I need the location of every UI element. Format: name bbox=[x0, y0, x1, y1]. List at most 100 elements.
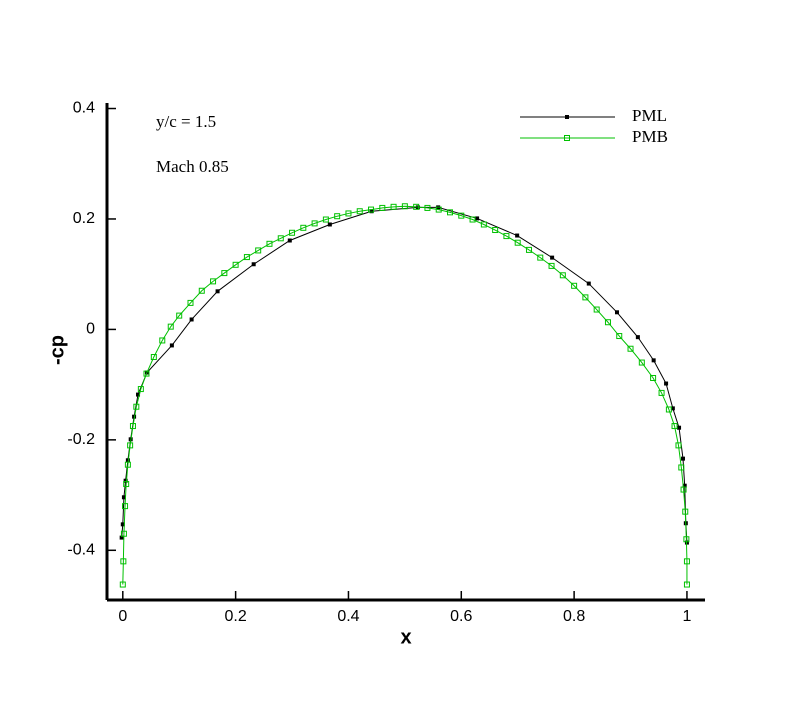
marker bbox=[503, 233, 510, 240]
marker bbox=[614, 310, 619, 315]
marker bbox=[680, 486, 687, 493]
marker bbox=[132, 414, 137, 419]
marker bbox=[243, 254, 250, 261]
marker bbox=[525, 246, 532, 253]
marker bbox=[266, 240, 273, 247]
marker bbox=[334, 213, 341, 220]
x-tick-label: 0.4 bbox=[337, 608, 359, 625]
marker bbox=[559, 272, 566, 279]
marker bbox=[368, 206, 375, 213]
marker bbox=[401, 203, 408, 210]
x-tick-label: 1 bbox=[682, 608, 691, 625]
marker bbox=[671, 423, 678, 430]
x-tick-label: 0.8 bbox=[563, 608, 585, 625]
marker bbox=[678, 464, 685, 471]
marker bbox=[638, 359, 645, 366]
marker bbox=[120, 522, 125, 527]
marker bbox=[550, 255, 555, 260]
marker bbox=[287, 238, 292, 243]
marker bbox=[167, 323, 174, 330]
marker bbox=[665, 406, 672, 413]
marker bbox=[658, 389, 665, 396]
marker bbox=[189, 317, 194, 322]
marker bbox=[129, 423, 136, 430]
marker bbox=[150, 354, 157, 361]
marker bbox=[413, 203, 420, 210]
legend-marker bbox=[564, 135, 570, 141]
marker bbox=[435, 206, 442, 213]
marker bbox=[664, 381, 669, 386]
marker bbox=[515, 233, 520, 238]
marker bbox=[322, 216, 329, 223]
marker bbox=[683, 558, 690, 565]
marker bbox=[251, 262, 256, 267]
marker bbox=[137, 386, 144, 393]
marker bbox=[122, 503, 129, 510]
marker bbox=[582, 294, 589, 301]
y-tick-label: -0.2 bbox=[67, 431, 95, 448]
annotation: Mach 0.85 bbox=[156, 157, 229, 176]
marker bbox=[675, 442, 682, 449]
marker bbox=[176, 312, 183, 319]
marker bbox=[635, 335, 640, 340]
legend-label: PML bbox=[632, 106, 667, 125]
marker bbox=[469, 216, 476, 223]
marker bbox=[424, 204, 431, 211]
marker bbox=[255, 247, 262, 254]
marker bbox=[232, 261, 239, 268]
marker bbox=[327, 222, 332, 227]
y-tick-label: 0.4 bbox=[73, 100, 95, 117]
marker bbox=[390, 203, 397, 210]
marker bbox=[345, 210, 352, 217]
y-tick-label: -0.4 bbox=[67, 542, 95, 559]
marker bbox=[119, 535, 124, 540]
marker bbox=[616, 333, 623, 340]
marker bbox=[683, 581, 690, 588]
marker bbox=[458, 212, 465, 219]
marker bbox=[311, 220, 318, 227]
marker bbox=[198, 287, 205, 294]
legend-label: PMB bbox=[632, 127, 668, 146]
marker bbox=[136, 392, 141, 397]
marker bbox=[356, 208, 363, 215]
marker bbox=[548, 262, 555, 269]
marker bbox=[215, 289, 220, 294]
marker bbox=[651, 358, 656, 363]
marker bbox=[123, 481, 130, 488]
marker bbox=[677, 425, 682, 430]
marker bbox=[120, 530, 127, 537]
marker bbox=[133, 403, 140, 410]
series-line bbox=[122, 205, 688, 585]
marker bbox=[121, 495, 126, 500]
marker bbox=[143, 370, 150, 377]
y-axis-title: -cp bbox=[46, 335, 68, 365]
marker bbox=[682, 508, 689, 515]
marker bbox=[447, 209, 454, 216]
marker bbox=[169, 343, 174, 348]
marker bbox=[683, 536, 690, 543]
marker bbox=[379, 204, 386, 211]
marker bbox=[680, 456, 685, 461]
y-tick-label: 0 bbox=[86, 321, 95, 338]
marker bbox=[586, 281, 591, 286]
marker bbox=[480, 221, 487, 228]
marker bbox=[289, 229, 296, 236]
annotation: y/c = 1.5 bbox=[156, 112, 216, 131]
x-tick-label: 0.2 bbox=[225, 608, 247, 625]
y-tick-label: 0.2 bbox=[73, 210, 95, 227]
x-tick-label: 0 bbox=[118, 608, 127, 625]
marker bbox=[210, 278, 217, 285]
marker bbox=[123, 478, 128, 483]
marker bbox=[514, 239, 521, 246]
marker bbox=[571, 282, 578, 289]
marker bbox=[124, 461, 131, 468]
marker bbox=[492, 227, 499, 234]
x-tick-label: 0.6 bbox=[450, 608, 472, 625]
marker bbox=[120, 558, 127, 565]
series-line bbox=[121, 206, 688, 543]
marker bbox=[125, 458, 130, 463]
marker bbox=[604, 319, 611, 326]
marker bbox=[159, 337, 166, 344]
marker bbox=[537, 254, 544, 261]
